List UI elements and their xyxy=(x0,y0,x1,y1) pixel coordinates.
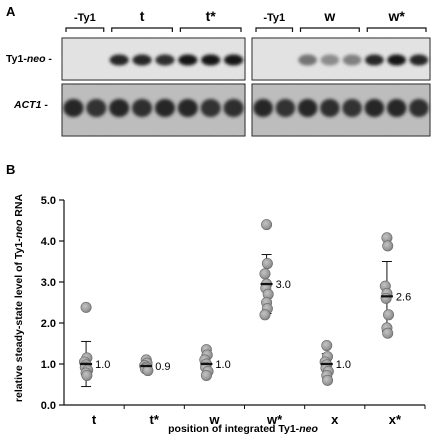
right-act-band xyxy=(364,99,385,117)
x-category-label: t* xyxy=(150,412,160,427)
data-point xyxy=(383,309,395,321)
x-category-label: w* xyxy=(266,412,283,427)
right-act-band xyxy=(253,99,273,117)
right-neo-band xyxy=(342,54,362,66)
y-tick-label: 4.0 xyxy=(41,236,56,248)
left-act-band xyxy=(109,99,130,117)
left-lane-label: t xyxy=(140,8,145,24)
left-lane-label: -Ty1 xyxy=(74,12,96,24)
data-group-w: 1.0 xyxy=(199,344,231,381)
mean-label: 1.0 xyxy=(336,359,351,371)
right-lane-bracket xyxy=(299,27,360,32)
data-group-t-star: 0.9 xyxy=(139,354,171,377)
left-lane-label: t* xyxy=(206,8,217,24)
data-point xyxy=(382,327,394,339)
data-group-t: 1.0 xyxy=(78,301,110,388)
right-act-band xyxy=(297,99,318,117)
left-neo-band xyxy=(109,54,129,66)
right-act-band xyxy=(386,99,407,117)
data-group-x-star: 2.6 xyxy=(379,232,411,339)
left-lane-bracket xyxy=(179,27,242,32)
y-axis-title: relative steady-state level of Ty1-neo R… xyxy=(13,194,25,403)
right-neo-band xyxy=(298,54,317,66)
data-group-x: 1.0 xyxy=(319,340,351,386)
y-tick-label: 3.0 xyxy=(41,277,56,289)
data-group-w-star: 3.0 xyxy=(259,219,291,321)
left-lane-bracket xyxy=(111,27,173,32)
right-act-band xyxy=(409,99,429,117)
data-point xyxy=(380,292,392,304)
right-act-bands xyxy=(253,99,429,117)
mean-label: 1.0 xyxy=(95,359,110,371)
left-act-band xyxy=(131,99,153,117)
right-blot: -Ty1 w w* xyxy=(251,8,431,137)
row-label-ty1-neo: Ty1-neo - xyxy=(6,53,52,65)
left-act-band xyxy=(200,99,221,117)
left-blot: -Ty1 t t* xyxy=(61,8,246,137)
right-lane-bracket xyxy=(255,27,294,32)
y-tick-label: 2.0 xyxy=(41,318,56,330)
right-neo-band xyxy=(320,54,340,66)
left-neo-band xyxy=(201,54,221,66)
right-act-band xyxy=(342,99,362,117)
data-point xyxy=(321,340,333,352)
right-lane-label: w xyxy=(323,8,335,24)
left-lane-bracket xyxy=(65,27,105,32)
right-lane-label: w* xyxy=(387,8,405,24)
mean-label: 2.6 xyxy=(396,291,411,303)
scatter-chart: 0.0 1.0 2.0 3.0 4.0 5.0 t t* w w* x x* 1.0 0.9 1.0 3.0 1… xyxy=(41,195,426,427)
y-tick-label: 1.0 xyxy=(41,359,56,371)
data-point xyxy=(261,219,273,231)
data-point xyxy=(259,309,271,321)
row-label-act1: ACT1 - xyxy=(13,99,48,111)
x-category-label: t xyxy=(92,412,97,427)
right-neo-band xyxy=(409,54,429,66)
left-act-band xyxy=(63,99,84,117)
data-point xyxy=(382,240,394,252)
left-neo-band xyxy=(178,54,198,66)
right-neo-bands xyxy=(298,54,429,66)
data-point xyxy=(80,301,92,313)
right-blot-lane-headers: -Ty1 w w* xyxy=(255,8,427,32)
left-neo-band xyxy=(223,54,244,66)
data-point xyxy=(261,258,273,270)
right-lane-bracket xyxy=(366,27,427,32)
left-neo-band xyxy=(155,54,175,66)
left-neo-bands xyxy=(109,54,244,66)
x-category-label: x xyxy=(331,412,339,427)
left-neo-band xyxy=(132,54,152,66)
data-point xyxy=(322,374,334,386)
y-tick-label: 0.0 xyxy=(41,400,56,412)
right-act-band xyxy=(320,99,340,117)
mean-label: 0.9 xyxy=(155,361,170,373)
right-lane-label: -Ty1 xyxy=(263,12,285,24)
data-point xyxy=(259,268,271,280)
mean-label: 3.0 xyxy=(276,279,291,291)
x-axis-title: position of integrated Ty1-neo xyxy=(168,423,318,435)
x-category-label: w xyxy=(208,412,220,427)
left-blot-lane-headers: -Ty1 t t* xyxy=(65,8,242,32)
right-act-band xyxy=(275,99,296,117)
panel-a-letter: A xyxy=(6,4,16,19)
left-act-band xyxy=(177,99,198,117)
data-point xyxy=(200,369,212,381)
x-category-label: x* xyxy=(389,412,402,427)
mean-label: 1.0 xyxy=(215,359,230,371)
data-point xyxy=(81,369,93,381)
left-act-band xyxy=(154,99,176,117)
left-act-bands xyxy=(63,99,244,117)
y-tick-label: 5.0 xyxy=(41,195,56,207)
right-neo-band xyxy=(365,54,384,66)
right-neo-band xyxy=(387,54,406,66)
panel-b-letter: B xyxy=(6,162,15,177)
left-act-band xyxy=(86,99,107,117)
left-act-band xyxy=(223,99,244,117)
